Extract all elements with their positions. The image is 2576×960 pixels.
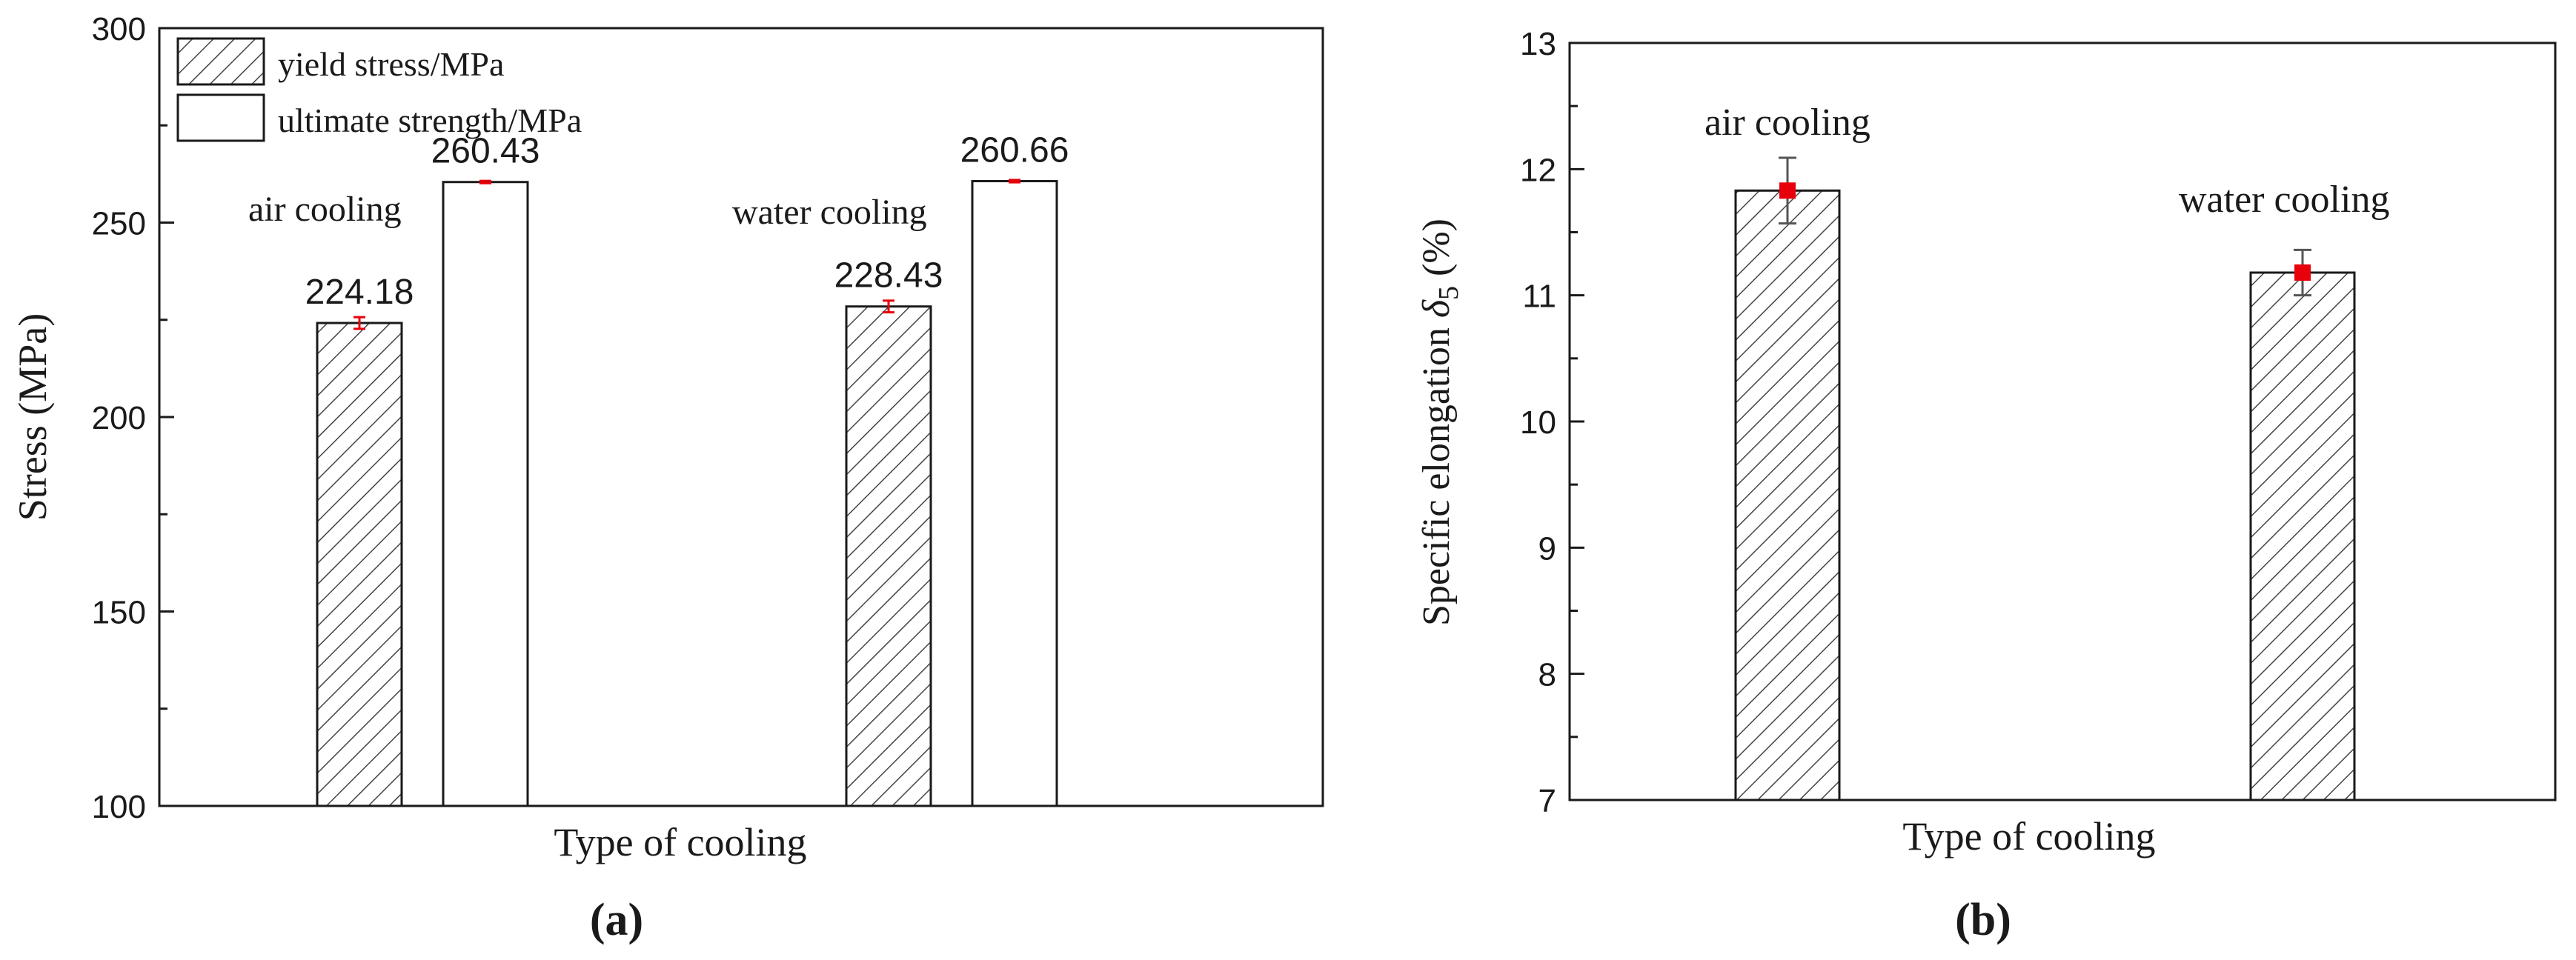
y-tick-label-b: 10 [1520, 404, 1556, 441]
y-axis-title-b: Specific elongation δ5 (%) [1415, 219, 1464, 626]
bar-specific-elongation [2249, 271, 2356, 801]
category-label-water-b: water cooling [2179, 179, 2389, 221]
caption-letter-a: a [605, 895, 628, 945]
x-axis-title-a: Type of cooling [554, 820, 806, 864]
category-label-air-a: air cooling [248, 190, 402, 229]
y-tick-label-b: 7 [1538, 783, 1556, 819]
y-axis-a: 100 150 200 250 300 [92, 11, 174, 825]
mean-marker [2294, 264, 2311, 281]
panel-caption-a: (a) [590, 895, 643, 945]
legend-label-yield: yield stress/MPa [278, 45, 504, 83]
y-tick-label-a: 250 [92, 206, 146, 242]
y-tick-label-b: 13 [1520, 26, 1556, 62]
y-axis-title-b-main: Specific elongation [1415, 318, 1458, 626]
data-label: 228.43 [834, 256, 943, 296]
chart-panel-a: 100 150 200 250 300 224.18 228.43 260.43 260.66… [10, 11, 1324, 945]
chart-panel-b: 7 8 9 10 11 12 13 air cooling water cooling Ty… [1415, 26, 2557, 945]
bar-ultimate-strength [442, 181, 529, 807]
y-axis-title-b-unit: (%) [1415, 219, 1458, 286]
y-axis-title-b-symbol: δ [1415, 299, 1458, 318]
y-axis-b: 7 8 9 10 11 12 13 [1520, 26, 1584, 819]
data-label: 260.43 [431, 132, 540, 171]
bar-yield-stress [316, 321, 403, 807]
legend-label-ultimate: ultimate strength/MPa [278, 101, 582, 139]
y-tick-label-a: 300 [92, 11, 146, 47]
y-tick-label-a: 100 [92, 789, 146, 825]
mean-marker [1779, 182, 1796, 199]
y-axis-title-a: Stress (MPa) [10, 313, 55, 521]
data-label: 224.18 [305, 273, 414, 312]
bar-ultimate-strength [971, 180, 1058, 807]
bar-specific-elongation [1734, 189, 1841, 801]
bar-yield-stress [845, 305, 932, 807]
legend-swatch-yield [176, 37, 265, 86]
y-axis-title-b-sub: 5 [1433, 286, 1464, 300]
y-tick-label-b: 12 [1520, 152, 1556, 188]
bars-b [1734, 156, 2356, 801]
caption-letter-b: b [1971, 895, 1996, 945]
legend-a: yield stress/MPa ultimate strength/MPa [176, 37, 582, 142]
category-label-water-a: water cooling [732, 193, 927, 232]
data-label: 260.66 [960, 131, 1069, 170]
y-tick-label-b: 9 [1538, 530, 1556, 567]
x-axis-title-b: Type of cooling [1902, 814, 2155, 859]
y-tick-label-a: 150 [92, 595, 146, 631]
legend-swatch-ultimate [176, 93, 265, 142]
y-tick-label-b: 11 [1522, 279, 1556, 315]
y-tick-label-a: 200 [92, 400, 146, 436]
panel-caption-b: (b) [1955, 895, 2011, 945]
y-tick-label-b: 8 [1538, 657, 1556, 693]
bars-a: 224.18 228.43 260.43 260.66 [305, 131, 1069, 807]
category-label-air-b: air cooling [1704, 101, 1870, 144]
plot-frame-b [1568, 41, 2557, 801]
